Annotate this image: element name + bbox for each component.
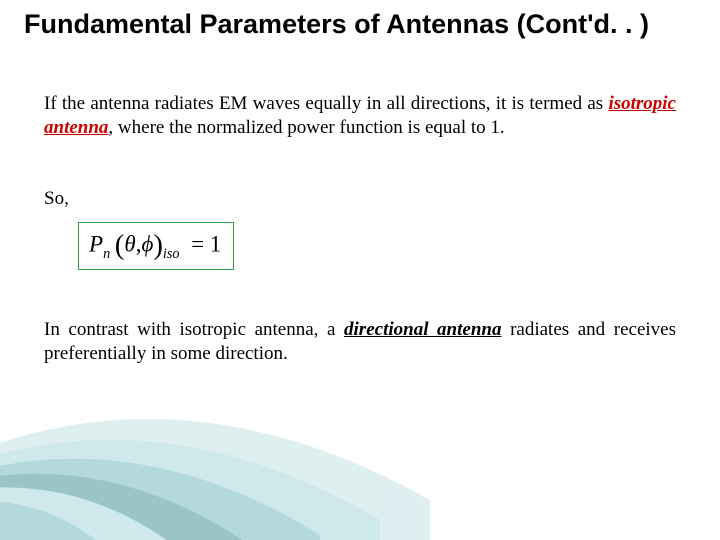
- para1-pre: If the antenna radiates EM waves equally…: [44, 93, 608, 114]
- formula-sub-n: n: [103, 246, 110, 262]
- para2-pre: In contrast with isotropic antenna, a: [44, 319, 344, 340]
- formula-eq: =: [191, 232, 204, 257]
- formula-theta: θ: [124, 232, 135, 257]
- formula-phi: ϕ: [141, 232, 153, 257]
- paragraph-directional: In contrast with isotropic antenna, a di…: [44, 318, 676, 367]
- so-label: So,: [44, 188, 676, 210]
- formula-box: Pn (θ,ϕ)iso = 1: [78, 222, 234, 269]
- formula-var-P: P: [89, 232, 103, 257]
- paragraph-isotropic: If the antenna radiates EM waves equally…: [44, 92, 676, 141]
- directional-antenna-term: directional antenna: [344, 319, 501, 340]
- para1-post: , where the normalized power function is…: [108, 117, 504, 138]
- slide-title: Fundamental Parameters of Antennas (Cont…: [24, 8, 696, 42]
- formula-sub-iso: iso: [163, 246, 180, 262]
